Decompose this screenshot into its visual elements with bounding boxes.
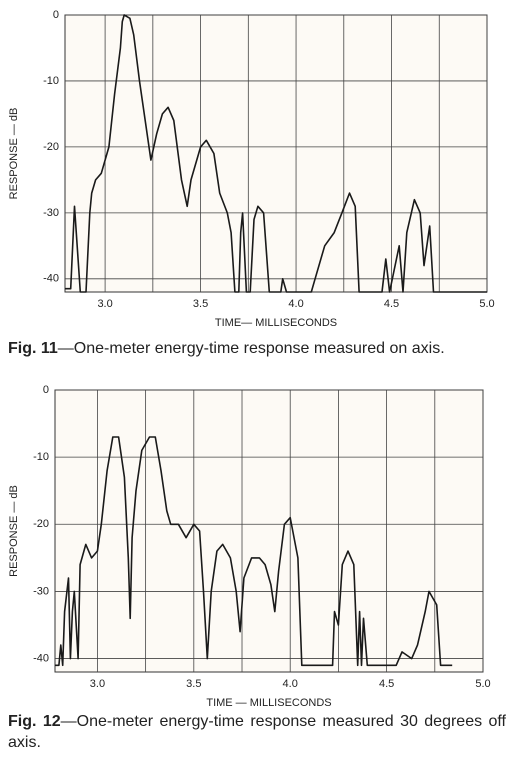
caption-label: Fig. 12: [8, 713, 61, 730]
y-tick-label: -20: [33, 518, 49, 530]
x-tick-label: 5.0: [479, 298, 494, 310]
response-line: [65, 14, 487, 293]
caption: Fig. 11—One-meter energy-time response m…: [8, 338, 506, 359]
y-tick-label: 0: [43, 384, 49, 396]
y-tick-label: -10: [33, 451, 49, 463]
x-tick-label: 3.5: [186, 678, 201, 690]
x-tick-label: 3.0: [97, 298, 112, 310]
x-tick-label: 4.0: [288, 298, 303, 310]
y-tick-label: -40: [43, 273, 59, 285]
plot-area: [64, 14, 488, 293]
response-line: [55, 436, 453, 667]
x-tick-label: 4.0: [283, 678, 298, 690]
y-axis-title: RESPONSE — dB: [8, 485, 20, 577]
x-tick-label: 3.5: [193, 298, 208, 310]
x-tick-label: 4.5: [384, 298, 399, 310]
x-tick-label: 5.0: [475, 678, 490, 690]
caption-text: —One-meter energy-time response measured…: [57, 340, 445, 357]
y-axis-title: RESPONSE — dB: [8, 108, 20, 200]
y-tick-label: -30: [43, 207, 59, 219]
x-tick-label: 3.0: [90, 678, 105, 690]
x-tick-label: 4.5: [379, 678, 394, 690]
y-tick-label: -30: [33, 585, 49, 597]
y-tick-label: 0: [53, 9, 59, 21]
y-tick-label: -40: [33, 652, 49, 664]
y-tick-label: -10: [43, 75, 59, 87]
x-axis-title: TIME— MILLISECONDS: [215, 317, 337, 329]
caption: Fig. 12—One-meter energy-time response m…: [8, 711, 506, 753]
y-tick-label: -20: [43, 141, 59, 153]
caption-label: Fig. 11: [8, 340, 58, 357]
x-axis-title: TIME — MILLISECONDS: [206, 697, 331, 709]
plot-area: [54, 389, 484, 673]
caption-text: —One-meter energy-time response measured…: [8, 713, 506, 751]
